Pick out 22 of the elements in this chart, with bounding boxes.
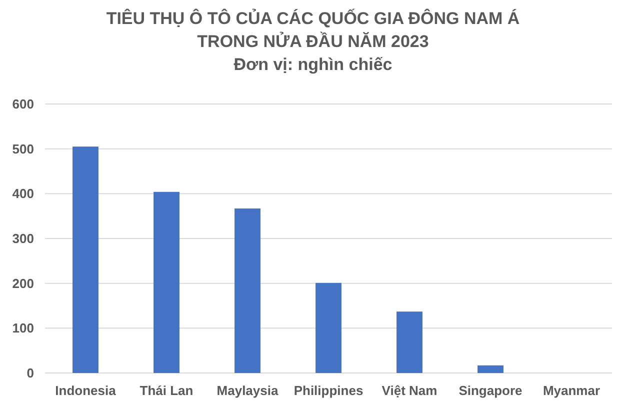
bar xyxy=(154,192,180,373)
x-tick-label: Maylaysia xyxy=(216,383,279,398)
bar xyxy=(234,208,260,373)
x-tick-label: Philippines xyxy=(294,383,364,398)
y-tick-label: 600 xyxy=(12,96,34,112)
x-tick-label: Indonesia xyxy=(55,383,117,398)
bar xyxy=(396,312,422,373)
y-tick-label: 100 xyxy=(12,320,34,336)
bar xyxy=(478,365,504,373)
x-tick-label: Myanmar xyxy=(542,383,600,398)
y-tick-label: 500 xyxy=(12,141,34,156)
bar xyxy=(72,146,98,373)
y-tick-label: 200 xyxy=(12,276,34,291)
y-tick-label: 0 xyxy=(26,366,34,381)
x-tick-label: Thái Lan xyxy=(140,383,194,398)
x-tick-label: Singapore xyxy=(458,383,522,398)
chart-subtitle: Đơn vị: nghìn chiếc xyxy=(234,55,392,74)
bar xyxy=(316,282,342,373)
y-tick-label: 300 xyxy=(12,231,34,246)
chart-title: TIÊU THỤ Ô TÔ CỦA CÁC QUỐC GIA ĐÔNG NAM Á TRONG NỬA ĐẦU NĂM 2023 xyxy=(106,8,520,51)
x-tick-label: Việt Nam xyxy=(382,383,438,398)
y-tick-label: 400 xyxy=(12,186,34,202)
